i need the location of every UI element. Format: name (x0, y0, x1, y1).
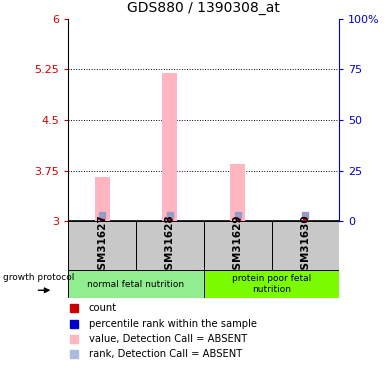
Text: protein poor fetal
nutrition: protein poor fetal nutrition (232, 274, 311, 294)
Bar (68, 221, 136, 270)
Bar (204, 221, 271, 270)
Text: GSM31630: GSM31630 (300, 214, 310, 277)
Text: GSM31629: GSM31629 (233, 214, 243, 277)
Text: GSM31627: GSM31627 (97, 214, 107, 277)
Text: value, Detection Call = ABSENT: value, Detection Call = ABSENT (89, 334, 247, 344)
Text: growth protocol: growth protocol (4, 273, 75, 282)
Bar (204, 270, 339, 298)
Bar (68, 270, 204, 298)
Bar (230, 164, 245, 221)
Text: count: count (89, 303, 117, 313)
Text: rank, Detection Call = ABSENT: rank, Detection Call = ABSENT (89, 349, 242, 359)
Bar (95, 177, 110, 221)
Text: GSM31628: GSM31628 (165, 214, 175, 277)
Text: percentile rank within the sample: percentile rank within the sample (89, 319, 257, 328)
Bar (271, 221, 339, 270)
Bar (136, 221, 204, 270)
Text: normal fetal nutrition: normal fetal nutrition (87, 280, 184, 289)
Title: GDS880 / 1390308_at: GDS880 / 1390308_at (128, 1, 280, 15)
Bar (163, 74, 177, 221)
